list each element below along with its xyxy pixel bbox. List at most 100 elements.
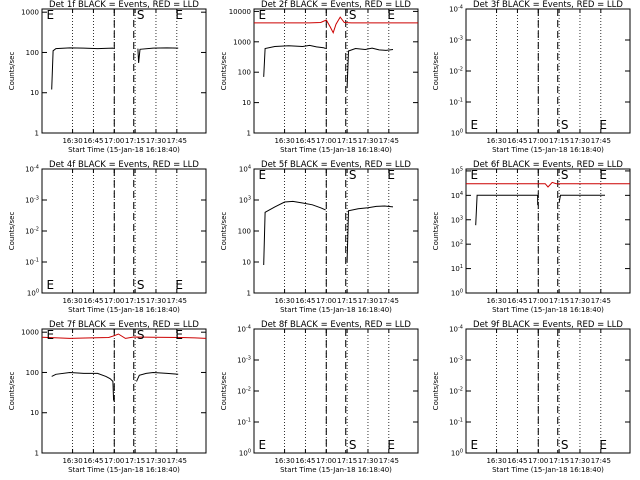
chart-panel-4: Det 4f BLACK = Events, RED = LLD 16:30 16:… bbox=[8, 160, 207, 314]
events-series-line bbox=[475, 194, 539, 226]
chart-panel-5: Det 5f BLACK = Events, RED = LLD 16:30 16:… bbox=[220, 160, 419, 314]
events-series-line bbox=[136, 371, 179, 382]
y-tick-label: 103 bbox=[451, 215, 463, 224]
chart-title: Det 1f BLACK = Events, RED = LLD bbox=[49, 0, 199, 10]
plot-frame bbox=[253, 168, 419, 294]
x-tick-label: 16:45 bbox=[83, 457, 103, 465]
events-series-line bbox=[558, 194, 605, 203]
y-tick-label: 101 bbox=[451, 264, 463, 273]
y-axis-label: Counts/sec bbox=[432, 372, 440, 411]
y-tick-label: 100 bbox=[239, 449, 251, 458]
x-tick-label: 17:00 bbox=[104, 297, 124, 305]
plot-frame bbox=[41, 168, 207, 294]
event-marker-label: E bbox=[259, 168, 267, 182]
plot-frame bbox=[41, 8, 207, 134]
chart-panel-6: Det 6f BLACK = Events, RED = LLD 16:30 16:… bbox=[432, 160, 631, 314]
y-tick-label: 100 bbox=[26, 49, 39, 57]
chart-panel-2: Det 2f BLACK = Events, RED = LLD 16:30 16:… bbox=[220, 0, 419, 154]
event-marker-label: E bbox=[175, 8, 183, 22]
y-tick-label: 10 bbox=[242, 259, 251, 267]
y-tick-label: 104 bbox=[451, 191, 463, 200]
x-tick-label: 17:45 bbox=[167, 457, 187, 465]
y-tick-label: 10-4 bbox=[25, 165, 39, 174]
x-tick-label: 16:30 bbox=[274, 137, 294, 145]
event-marker-label: E bbox=[471, 118, 479, 132]
event-marker-label: S bbox=[137, 328, 145, 342]
y-tick-label: 10-3 bbox=[449, 36, 463, 45]
x-tick-label: 17:30 bbox=[358, 137, 378, 145]
x-tick-label: 17:00 bbox=[528, 457, 548, 465]
x-axis-label: Start Time (15-Jan-18 16:18:40) bbox=[280, 306, 392, 314]
x-tick-label: 16:30 bbox=[62, 457, 82, 465]
x-tick-label: 17:15 bbox=[125, 457, 145, 465]
x-tick-label: 16:30 bbox=[486, 297, 506, 305]
y-tick-label: 1000 bbox=[21, 329, 39, 337]
x-axis-label: Start Time (15-Jan-18 16:18:40) bbox=[280, 146, 392, 154]
chart-panel-1: Det 1f BLACK = Events, RED = LLD 16:30 16:… bbox=[8, 0, 207, 154]
x-tick-label: 17:45 bbox=[379, 457, 399, 465]
y-tick-label: 100 bbox=[27, 289, 39, 298]
y-tick-label: 10-4 bbox=[237, 325, 251, 334]
y-tick-label: 1 bbox=[35, 450, 39, 458]
x-tick-label: 16:45 bbox=[295, 137, 315, 145]
x-tick-label: 17:30 bbox=[358, 297, 378, 305]
events-series-line bbox=[137, 47, 179, 63]
plot-frame bbox=[253, 328, 419, 454]
event-marker-label: E bbox=[259, 438, 267, 452]
event-marker-label: E bbox=[471, 438, 479, 452]
x-tick-label: 17:30 bbox=[146, 297, 166, 305]
event-marker-label: S bbox=[561, 168, 569, 182]
y-tick-label: 102 bbox=[451, 240, 463, 249]
event-marker-label: S bbox=[137, 8, 145, 22]
x-tick-label: 16:30 bbox=[486, 137, 506, 145]
event-marker-label: E bbox=[175, 328, 183, 342]
y-axis-label: Counts/sec bbox=[220, 212, 228, 251]
x-tick-label: 17:00 bbox=[316, 297, 336, 305]
x-tick-label: 16:30 bbox=[62, 297, 82, 305]
chart-panel-7: Det 7f BLACK = Events, RED = LLD 16:30 16:… bbox=[8, 320, 207, 474]
plot-frame bbox=[465, 8, 631, 134]
lld-series-line bbox=[41, 333, 207, 339]
plot-frame bbox=[465, 328, 631, 454]
y-tick-label: 105 bbox=[451, 166, 463, 175]
x-tick-label: 16:45 bbox=[507, 457, 527, 465]
chart-panel-8: Det 8f BLACK = Events, RED = LLD 16:30 16:… bbox=[220, 320, 419, 474]
events-series-line bbox=[346, 205, 394, 263]
y-tick-label: 10 bbox=[30, 409, 39, 417]
x-tick-label: 17:30 bbox=[358, 457, 378, 465]
plot-frame bbox=[465, 168, 631, 294]
x-tick-label: 17:00 bbox=[316, 137, 336, 145]
y-axis-label: Counts/sec bbox=[432, 212, 440, 251]
chart-title: Det 8f BLACK = Events, RED = LLD bbox=[261, 320, 411, 330]
x-tick-label: 17:30 bbox=[570, 457, 590, 465]
x-tick-label: 17:00 bbox=[528, 297, 548, 305]
y-tick-label: 10-3 bbox=[449, 356, 463, 365]
y-tick-label: 103 bbox=[239, 196, 251, 205]
x-tick-label: 17:15 bbox=[125, 297, 145, 305]
x-tick-label: 17:45 bbox=[591, 137, 611, 145]
y-tick-label: 10-1 bbox=[449, 418, 463, 427]
plot-frame bbox=[253, 8, 419, 134]
y-axis-label: Counts/sec bbox=[8, 52, 16, 91]
x-tick-label: 17:45 bbox=[591, 297, 611, 305]
x-tick-label: 17:15 bbox=[337, 137, 357, 145]
y-tick-label: 10-4 bbox=[449, 5, 463, 14]
y-tick-label: 1 bbox=[247, 130, 251, 138]
event-marker-label: E bbox=[387, 8, 395, 22]
y-tick-label: 104 bbox=[239, 165, 251, 174]
x-tick-label: 16:45 bbox=[507, 137, 527, 145]
chart-panel-3: Det 3f BLACK = Events, RED = LLD 16:30 16:… bbox=[432, 0, 631, 154]
x-tick-label: 16:45 bbox=[83, 297, 103, 305]
x-tick-label: 17:45 bbox=[379, 297, 399, 305]
chart-panel-9: Det 9f BLACK = Events, RED = LLD 16:30 16:… bbox=[432, 320, 631, 474]
y-tick-label: 10-3 bbox=[237, 356, 251, 365]
event-marker-label: E bbox=[599, 438, 607, 452]
x-tick-label: 17:00 bbox=[104, 137, 124, 145]
x-axis-label: Start Time (15-Jan-18 16:18:40) bbox=[280, 466, 392, 474]
x-tick-label: 17:00 bbox=[104, 457, 124, 465]
x-tick-label: 17:45 bbox=[591, 457, 611, 465]
x-tick-label: 17:15 bbox=[337, 297, 357, 305]
x-tick-label: 16:30 bbox=[274, 297, 294, 305]
y-tick-label: 100 bbox=[451, 449, 463, 458]
